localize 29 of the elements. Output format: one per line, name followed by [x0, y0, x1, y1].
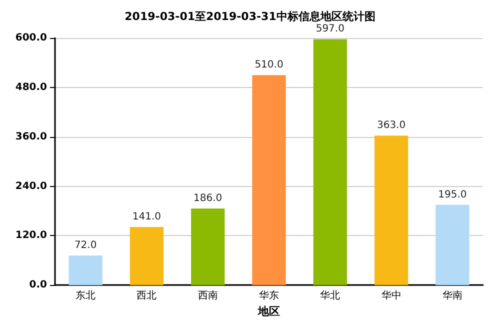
- data-label: 141.0: [132, 212, 162, 223]
- x-tick-label: 东北: [76, 290, 96, 302]
- bar: [191, 208, 225, 286]
- bar: [374, 136, 408, 286]
- data-label: 597.0: [316, 24, 344, 35]
- y-tick-label: 240.0: [15, 180, 48, 192]
- x-tick-label: 华中: [381, 290, 402, 302]
- bar: [313, 39, 347, 286]
- y-tick-label: 0.0: [29, 280, 48, 291]
- y-tick-label: 480.0: [15, 82, 48, 93]
- data-label: 510.0: [254, 60, 284, 71]
- y-tick-label: 600.0: [15, 32, 48, 44]
- x-tick-label: 西北: [136, 290, 157, 302]
- x-tick-label: 西南: [198, 290, 218, 302]
- y-tick-label: 360.0: [15, 131, 48, 142]
- data-label: 186.0: [194, 193, 222, 204]
- data-label: 72.0: [74, 240, 97, 251]
- bar: [252, 75, 286, 286]
- bar: [68, 255, 102, 286]
- chart-title: 2019-03-01至2019-03-31中标信息地区统计图: [124, 10, 376, 23]
- x-tick-label: 华东: [259, 290, 279, 302]
- bar: [130, 227, 164, 286]
- data-label: 195.0: [438, 189, 467, 200]
- data-label: 363.0: [376, 120, 406, 132]
- x-tick-label: 华北: [320, 290, 340, 302]
- bar: [436, 204, 470, 286]
- x-tick-label: 华南: [442, 290, 462, 302]
- y-tick-label: 120.0: [15, 230, 48, 242]
- x-axis-title: 地区: [257, 305, 280, 318]
